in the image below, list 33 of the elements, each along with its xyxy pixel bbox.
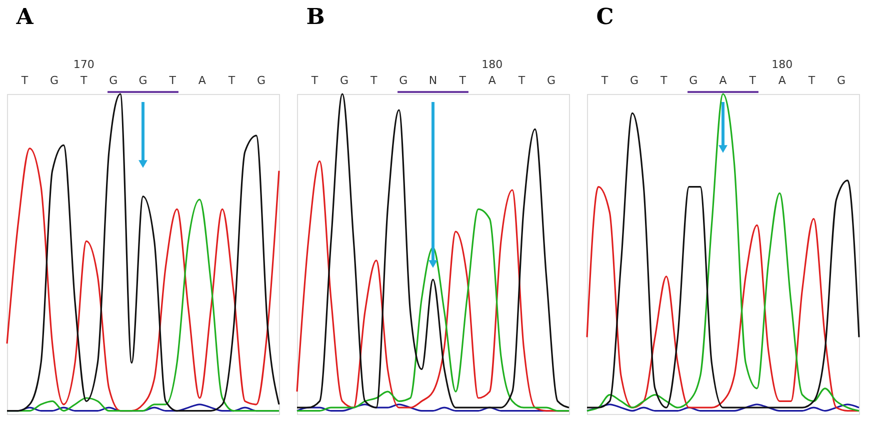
text: T bbox=[80, 74, 88, 87]
text: T bbox=[517, 74, 526, 87]
text: G bbox=[256, 74, 266, 87]
text: N bbox=[428, 74, 438, 87]
text: A bbox=[719, 74, 728, 87]
text: T bbox=[600, 74, 608, 87]
text: G bbox=[109, 74, 118, 87]
text: G bbox=[630, 74, 639, 87]
text: T bbox=[227, 74, 236, 87]
text: G bbox=[138, 74, 148, 87]
text: A bbox=[488, 74, 496, 87]
text: 180 bbox=[482, 58, 503, 71]
text: G bbox=[546, 74, 556, 87]
chart-title: B bbox=[306, 4, 325, 30]
text: A bbox=[198, 74, 206, 87]
text: T bbox=[807, 74, 816, 87]
text: T bbox=[748, 74, 756, 87]
text: 170 bbox=[73, 58, 94, 71]
chart-title: A bbox=[15, 4, 34, 30]
text: G bbox=[689, 74, 698, 87]
text: T bbox=[370, 74, 378, 87]
text: T bbox=[458, 74, 466, 87]
text: T bbox=[20, 74, 28, 87]
text: T bbox=[310, 74, 318, 87]
text: G bbox=[50, 74, 59, 87]
chart-title: C bbox=[596, 4, 614, 30]
text: T bbox=[660, 74, 668, 87]
text: G bbox=[836, 74, 846, 87]
text: G bbox=[340, 74, 349, 87]
text: A bbox=[778, 74, 786, 87]
text: 180 bbox=[772, 58, 793, 71]
text: G bbox=[399, 74, 408, 87]
text: T bbox=[168, 74, 176, 87]
